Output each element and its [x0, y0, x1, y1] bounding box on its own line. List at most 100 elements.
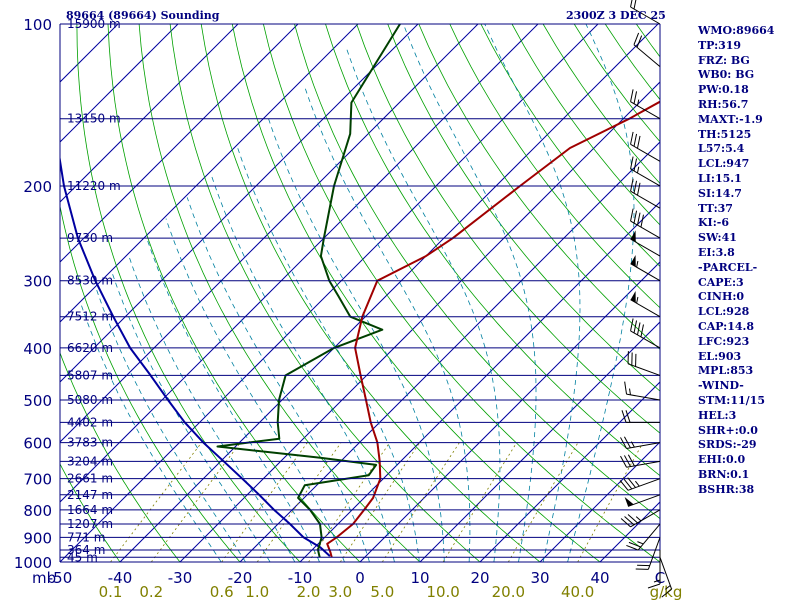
isotherm-line	[60, 24, 299, 263]
index-row: BRN:0.1	[698, 467, 750, 481]
moist-adiabat-line	[165, 218, 345, 562]
index-row: EL:903	[698, 349, 742, 363]
pressure-tick-label: 500	[23, 392, 52, 410]
index-row: WMO:89664	[698, 24, 775, 37]
moist-adiabat-line	[128, 255, 296, 562]
pressure-tick-label: 700	[23, 471, 52, 489]
wind-barb	[630, 89, 661, 120]
pressure-tick-label: 600	[23, 435, 52, 453]
wind-barb	[630, 0, 661, 25]
index-row: LI:15.1	[698, 171, 742, 185]
moist-adiabat-line	[95, 288, 246, 562]
index-row: LCL:928	[698, 305, 750, 319]
index-row: -WIND-	[698, 379, 744, 393]
temperature-tick-label: -20	[228, 569, 253, 587]
index-row: SHR+:0.0	[698, 423, 758, 437]
isotherm-line	[60, 24, 179, 143]
temperature-tick-label: 10	[410, 569, 429, 587]
mixing-ratio-label: 3.0	[328, 583, 352, 600]
index-row: CAPE:3	[698, 275, 744, 289]
mixing-ratio-label: 1.0	[245, 583, 269, 600]
mixing-ratio-label: 0.1	[99, 583, 123, 600]
moist-adiabat-line	[345, 46, 501, 562]
index-row: SI:14.7	[698, 186, 742, 200]
wind-barb	[627, 351, 661, 376]
mixing-ratio-line	[221, 442, 308, 562]
moist-adiabat-line	[484, 24, 581, 562]
index-row: L57:5.4	[698, 142, 745, 156]
index-row: LCL:947	[698, 157, 750, 171]
index-row: TH:5125	[698, 127, 752, 141]
index-row: -PARCEL-	[698, 260, 758, 274]
wind-barb	[630, 255, 661, 282]
dewpoint-line	[216, 24, 401, 558]
wind-barb	[630, 131, 661, 162]
temperature-tick-label: -10	[288, 569, 313, 587]
index-row: WB0: BG	[698, 68, 755, 82]
dry-adiabat-line	[792, 24, 800, 562]
isotherm-line	[60, 24, 599, 562]
index-row: EHI:0.0	[698, 453, 746, 467]
pressure-tick-label: 1000	[14, 554, 52, 572]
mixing-ratio-line	[507, 442, 579, 562]
pressure-unit-label: mb	[32, 569, 56, 587]
index-row: PW:0.18	[698, 83, 749, 97]
sounding-datetime: 2300Z 3 DEC 25	[566, 9, 666, 22]
wind-barb	[630, 208, 661, 239]
index-row: KI:-6	[698, 216, 729, 230]
wind-barb	[621, 410, 660, 423]
mixing-ratio-line	[110, 442, 202, 562]
wind-barb	[630, 230, 661, 257]
isotherm-line	[60, 24, 419, 383]
temperature-tick-label: 30	[530, 569, 549, 587]
index-row: FRZ: BG	[698, 53, 750, 67]
dry-adiabat-line	[263, 24, 660, 562]
mixing-ratio-line	[150, 442, 241, 562]
wind-barb	[624, 381, 661, 401]
wind-barb	[620, 454, 661, 468]
isotherm-line	[479, 381, 660, 562]
index-row: SW:41	[698, 231, 737, 245]
isotherm-line	[119, 24, 659, 562]
isotherm-line	[239, 141, 660, 562]
index-row: HEL:3	[698, 408, 737, 422]
mixing-ratio-label: 0.6	[210, 583, 234, 600]
dry-adiabat-line	[200, 24, 541, 562]
pressure-tick-label: 100	[23, 16, 52, 34]
index-row: EI:3.8	[698, 245, 735, 259]
index-row: BSHR:38	[698, 482, 755, 496]
isotherm-line	[359, 261, 660, 562]
temperature-tick-label: 20	[470, 569, 489, 587]
index-row: TT:37	[698, 201, 733, 215]
mixing-ratio-label: 40.0	[561, 583, 594, 600]
pressure-tick-label: 400	[23, 340, 52, 358]
wind-barb	[635, 537, 661, 570]
moist-adiabat-line	[403, 24, 537, 562]
index-row: CAP:14.8	[698, 319, 755, 333]
mixing-ratio-label: 20.0	[492, 583, 525, 600]
index-row: SRDS:-29	[698, 438, 757, 452]
index-row: STM:11/15	[698, 393, 765, 407]
mixing-ratio-label: 0.2	[139, 583, 163, 600]
isotherm-line	[299, 201, 660, 562]
sounding-title: 89664 (89664) Sounding	[66, 9, 220, 22]
index-row: MPL:853	[698, 364, 754, 378]
temperature-tick-label: -30	[168, 569, 193, 587]
isotherm-line	[179, 81, 660, 562]
wind-barb	[620, 436, 661, 450]
dry-adiabat-line	[138, 24, 421, 562]
index-row: TP:319	[698, 38, 742, 52]
wind-barb	[630, 178, 661, 209]
isotherm-line	[60, 24, 239, 203]
wind-barb	[620, 509, 661, 528]
index-row: MAXT:-1.9	[698, 112, 763, 126]
mixing-ratio-line	[256, 442, 342, 562]
wind-barb	[619, 477, 661, 491]
pressure-tick-label: 900	[23, 529, 52, 547]
isotherm-line	[60, 24, 359, 323]
pressure-tick-label: 300	[23, 273, 52, 291]
isotherm-line	[60, 24, 479, 443]
dry-adiabat-line	[107, 24, 361, 562]
isotherm-line	[419, 321, 660, 562]
